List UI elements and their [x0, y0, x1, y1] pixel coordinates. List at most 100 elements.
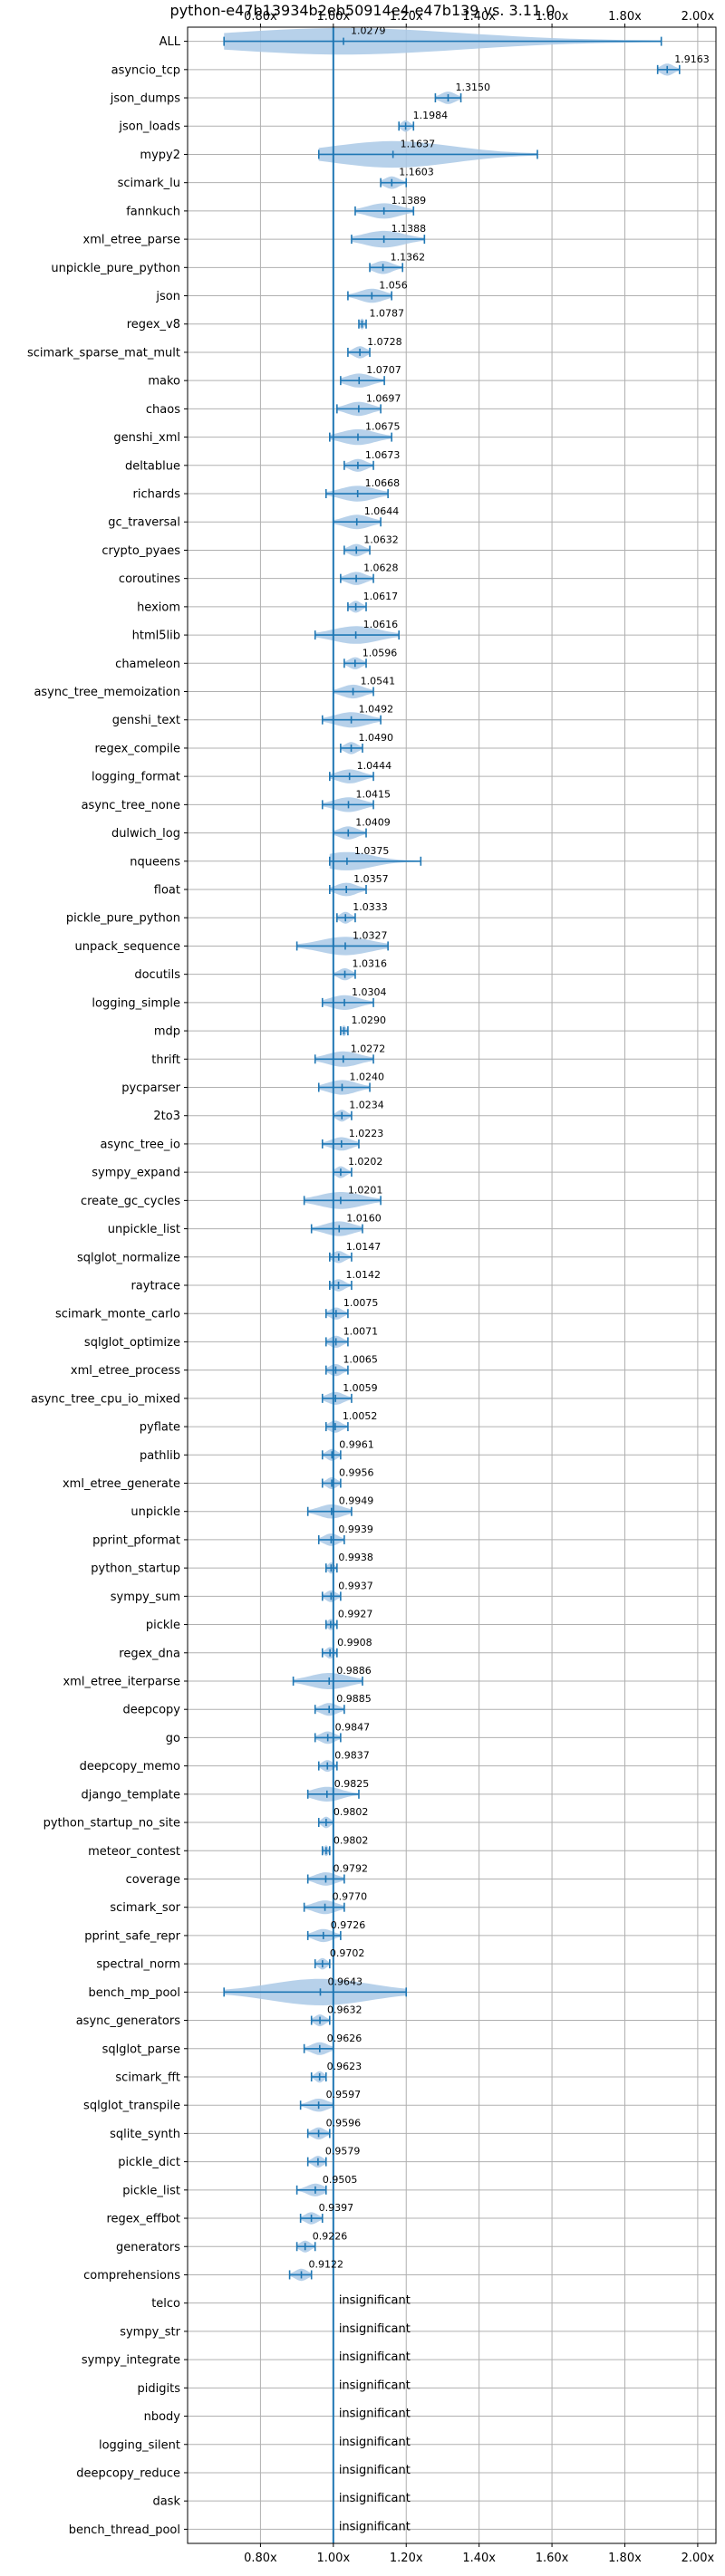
plot-frame — [187, 26, 717, 2544]
benchmark-label: xml_etree_process — [71, 1364, 180, 1378]
value-label: 0.9927 — [338, 1609, 373, 1620]
benchmark-label: json_loads — [118, 120, 180, 134]
benchmark-label: pyflate — [140, 1421, 180, 1435]
benchmark-label: pickle_pure_python — [66, 912, 180, 926]
value-label: 1.0728 — [367, 336, 402, 348]
grid-layer — [184, 24, 716, 2547]
value-label: 1.0304 — [352, 986, 387, 998]
benchmark-label: pickle — [146, 1619, 180, 1632]
insignificant-label: insignificant — [339, 2322, 411, 2336]
benchmark-label: deepcopy_memo — [80, 1760, 180, 1773]
value-label: 1.0357 — [353, 873, 389, 885]
benchmark-label: pycparser — [121, 1081, 180, 1095]
benchmark-label: sqlglot_optimize — [84, 1336, 180, 1350]
benchmark-label: async_tree_memoization — [34, 686, 180, 699]
benchmark-label: deepcopy — [122, 1704, 180, 1717]
chart-title: python-e47b13934b2eb50914e4-e47b139 vs. … — [170, 2, 556, 19]
insignificant-label: insignificant — [339, 2520, 411, 2533]
x-tick-label-bottom: 1.80x — [608, 2552, 642, 2565]
value-label: 1.1362 — [391, 251, 426, 263]
value-label: 1.0617 — [363, 591, 399, 602]
benchmark-label: xml_etree_iterparse — [63, 1675, 180, 1688]
value-label: 1.0059 — [343, 1382, 378, 1394]
benchmark-label: xml_etree_generate — [63, 1477, 180, 1491]
benchmark-label: django_template — [82, 1788, 180, 1802]
x-tick-label-top: 1.00x — [317, 10, 351, 24]
value-label: 1.0052 — [343, 1410, 378, 1422]
benchmark-label: async_tree_io — [100, 1138, 180, 1151]
value-label: 1.0596 — [362, 647, 398, 658]
value-label: 1.0644 — [364, 505, 400, 517]
benchmark-label: sympy_sum — [111, 1591, 180, 1604]
value-label: 1.0541 — [361, 676, 396, 687]
benchmark-label: pidigits — [138, 2382, 181, 2396]
value-label: 1.0142 — [346, 1269, 382, 1281]
value-label: 1.0065 — [343, 1354, 378, 1366]
value-label: 0.9949 — [339, 1495, 374, 1507]
benchmark-label: deltablue — [125, 459, 180, 473]
benchmark-label: dulwich_log — [111, 827, 180, 841]
value-label: 0.9802 — [334, 1806, 369, 1818]
benchmark-label: telco — [151, 2297, 180, 2311]
benchmark-label: ALL — [160, 35, 181, 49]
value-label: 1.0632 — [363, 533, 399, 545]
x-tick-label-top: 0.80x — [244, 10, 277, 24]
value-label: 1.0279 — [351, 25, 386, 37]
insignificant-label: insignificant — [339, 2350, 411, 2364]
benchmark-label: comprehensions — [83, 2269, 180, 2283]
mark-layer — [223, 27, 681, 2543]
insignificant-label: insignificant — [339, 2492, 411, 2505]
benchmark-label: 2to3 — [153, 1110, 180, 1123]
label-layer: 0.80x 0.80x 1.00x 1.00x 1.20x 1.20x 1.40x 1.40x… — [27, 10, 715, 2565]
benchmark-label: mdp — [154, 1025, 180, 1039]
benchmark-label: sqlglot_normalize — [77, 1251, 180, 1264]
benchmark-label: json_dumps — [110, 92, 180, 106]
value-label: 1.0201 — [348, 1184, 383, 1196]
value-label: 0.9937 — [338, 1580, 373, 1591]
benchmark-label: create_gc_cycles — [81, 1195, 180, 1208]
benchmark-label: python_startup_no_site — [44, 1817, 180, 1831]
value-label: 1.0415 — [356, 788, 392, 800]
benchmark-label: python_startup — [91, 1562, 180, 1576]
benchmark-label: logging_format — [92, 771, 180, 784]
benchmark-label: float — [154, 884, 180, 898]
value-label: 1.0316 — [353, 958, 388, 970]
value-label: 0.9792 — [333, 1862, 368, 1874]
benchmark-label: logging_silent — [99, 2438, 180, 2452]
value-label: 1.0616 — [363, 619, 399, 630]
value-label: 0.9596 — [326, 2117, 362, 2129]
benchmark-label: pickle_list — [122, 2184, 180, 2197]
benchmark-label: docutils — [134, 968, 180, 982]
value-label: 1.0272 — [351, 1043, 386, 1054]
benchmark-label: chaos — [146, 403, 180, 417]
x-tick-label-top: 2.00x — [682, 10, 715, 24]
value-label: 0.9825 — [334, 1778, 370, 1790]
value-label: 1.0071 — [343, 1325, 379, 1337]
value-label: 0.9397 — [319, 2202, 354, 2214]
benchmark-label: bench_thread_pool — [69, 2523, 180, 2537]
benchmark-label: scimark_monte_carlo — [55, 1308, 180, 1322]
x-tick-label-bottom: 1.20x — [390, 2552, 423, 2565]
benchmark-label: raytrace — [130, 1280, 180, 1293]
value-label: 1.0290 — [351, 1014, 386, 1026]
insignificant-label: insignificant — [339, 2379, 411, 2392]
benchmark-label: json — [155, 290, 180, 303]
x-tick-label-top: 1.20x — [390, 10, 423, 24]
value-label: 0.9726 — [331, 1919, 366, 1931]
value-label: 0.9579 — [325, 2146, 361, 2158]
value-label: 1.1389 — [392, 195, 427, 207]
benchmark-label: spectral_norm — [96, 1958, 180, 1972]
value-label: 1.9163 — [674, 53, 710, 65]
value-label: 1.0668 — [365, 477, 401, 489]
benchmark-label: sympy_integrate — [82, 2354, 180, 2368]
value-label: 1.0673 — [365, 449, 401, 461]
insignificant-label: insignificant — [339, 2408, 411, 2421]
value-label: 1.0490 — [359, 732, 394, 744]
value-label: 1.3150 — [455, 82, 490, 93]
value-label: 1.1984 — [413, 110, 449, 121]
benchmark-label: deepcopy_reduce — [76, 2466, 180, 2480]
value-label: 0.9626 — [327, 2033, 362, 2044]
x-tick-label-top: 1.80x — [608, 10, 642, 24]
benchmark-label: pathlib — [140, 1449, 180, 1463]
benchmark-label: richards — [133, 488, 181, 502]
